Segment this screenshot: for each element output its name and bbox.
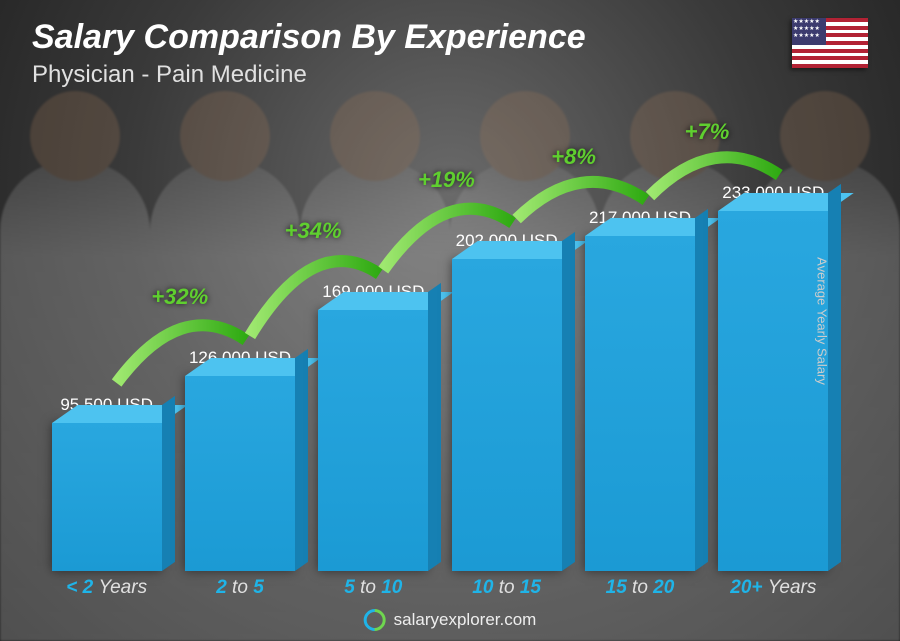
delta-label: +19% xyxy=(418,167,475,193)
xaxis-label: 2 to 5 xyxy=(179,577,300,599)
delta-label: +32% xyxy=(151,284,208,310)
footer-text: salaryexplorer.com xyxy=(394,610,537,630)
xaxis-label: 10 to 15 xyxy=(446,577,567,599)
header: Salary Comparison By Experience Physicia… xyxy=(32,18,868,89)
bar-group: 95,500 USD xyxy=(46,395,167,571)
delta-label: +7% xyxy=(685,119,730,145)
page-subtitle: Physician - Pain Medicine xyxy=(32,61,868,89)
logo-icon xyxy=(359,604,390,635)
bar xyxy=(585,236,695,571)
bar-group: 202,000 USD xyxy=(446,231,567,571)
bar xyxy=(318,310,428,571)
xaxis-label: 20+ Years xyxy=(713,577,834,599)
bar xyxy=(52,423,162,571)
bar xyxy=(452,259,562,571)
page-title: Salary Comparison By Experience xyxy=(32,18,868,57)
footer: salaryexplorer.com xyxy=(364,609,537,631)
bar-group: 169,000 USD xyxy=(313,282,434,571)
bar-group: 217,000 USD xyxy=(579,208,700,571)
bar-group: 126,000 USD xyxy=(179,348,300,571)
xaxis-label: < 2 Years xyxy=(46,577,167,599)
bar xyxy=(185,376,295,571)
xaxis-label: 15 to 20 xyxy=(579,577,700,599)
xaxis: < 2 Years 2 to 5 5 to 10 10 to 15 15 to 20 20… xyxy=(40,577,840,599)
us-flag-icon: ★★★★★★★★★★★★★★★ xyxy=(792,18,868,68)
xaxis-label: 5 to 10 xyxy=(313,577,434,599)
yaxis-label: Average Yearly Salary xyxy=(815,257,830,385)
bar xyxy=(718,211,828,571)
delta-label: +34% xyxy=(285,218,342,244)
salary-bar-chart: 95,500 USD126,000 USD169,000 USD202,000 … xyxy=(40,111,840,571)
delta-label: +8% xyxy=(551,144,596,170)
